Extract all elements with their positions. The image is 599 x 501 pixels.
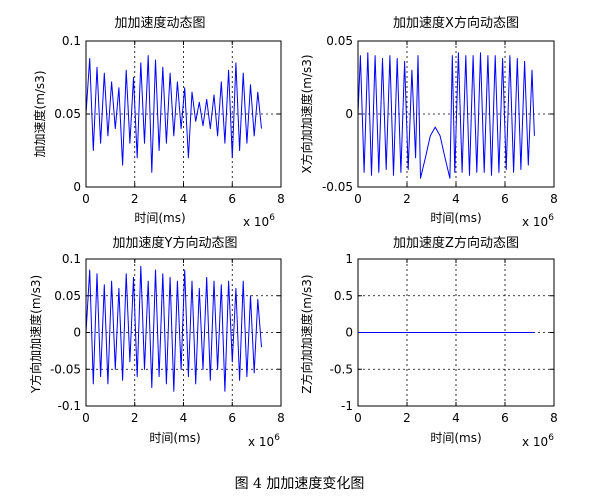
- x-tick-label: 4: [452, 192, 460, 206]
- series-line-2-1: [357, 52, 535, 179]
- x-tick-label: 4: [180, 411, 188, 425]
- x-exponent-label-3: x 106: [248, 433, 280, 449]
- y-tick-label: 0.05: [54, 289, 81, 303]
- y-tick-label: 0.05: [54, 107, 81, 121]
- x-tick-label: 0: [82, 192, 90, 206]
- y-tick-label: 0.05: [326, 34, 353, 48]
- x-tick-label: 8: [277, 411, 285, 425]
- y-tick-label: -0.5: [330, 362, 353, 376]
- x-tick-label: 8: [277, 192, 285, 206]
- x-tick-label: 8: [550, 192, 558, 206]
- chart-title-3: 加加速度Y方向动态图: [113, 235, 238, 251]
- subplot-3: 加加速度Y方向动态图 Y方向加加速度(m/s3) 时间(ms) x 106 0 2…: [28, 235, 285, 449]
- x-tick-label: 2: [131, 411, 139, 425]
- x-tick-label: 6: [228, 411, 236, 425]
- x-exponent-label-4: x 106: [522, 433, 554, 449]
- plot-frame-2: [357, 40, 555, 188]
- figure-caption: 图 4 加加速度变化图: [234, 476, 365, 492]
- x-tick-label: 6: [228, 192, 236, 206]
- chart-title-2: 加加速度X方向动态图: [393, 15, 519, 31]
- x-tick-label: 4: [180, 192, 188, 206]
- x-tick-label: 8: [550, 411, 558, 425]
- y-tick-label: -1: [341, 399, 353, 413]
- y-tick-label: -0.1: [58, 399, 81, 413]
- y-tick-label: -0.05: [50, 362, 81, 376]
- x-tick-label: 2: [403, 411, 411, 425]
- plot-frame-4: [357, 258, 555, 407]
- subplot-2: 加加速度X方向动态图 X方向加加速度(m/s3) 时间(ms) x 106 0 2…: [299, 15, 558, 229]
- x-tick-label: 2: [131, 192, 139, 206]
- chart-title-1: 加加速度动态图: [114, 15, 205, 31]
- chart-title-4: 加加速度Z方向动态图: [393, 235, 519, 251]
- y-tick-label: 0: [345, 326, 353, 340]
- x-tick-label: 4: [452, 411, 460, 425]
- subplot-1: 加加速度动态图 加加速度(m/s3) 时间(ms) x 106 0 2 4 6 8 0 0.…: [32, 15, 285, 229]
- x-axis-label-1: 时间(ms): [134, 211, 185, 225]
- y-tick-label: 1: [345, 252, 353, 266]
- x-tick-label: 2: [403, 192, 411, 206]
- x-exponent-label-2: x 106: [522, 213, 554, 229]
- y-axis-label-2: X方向加加速度(m/s3): [299, 54, 314, 173]
- series-line-1-1: [85, 55, 262, 173]
- y-axis-label-1: 加加速度(m/s3): [32, 71, 47, 158]
- y-tick-label: 0.5: [334, 289, 353, 303]
- plot-frame-1: [85, 40, 282, 188]
- y-tick-label: 0.1: [62, 34, 81, 48]
- x-tick-label: 0: [354, 411, 362, 425]
- series-line-3-1: [85, 265, 262, 392]
- subplot-4: 加加速度Z方向动态图 Z方向加加速度(m/s3) 时间(ms) x 106 0 2…: [299, 235, 558, 449]
- y-tick-label: 0: [345, 107, 353, 121]
- y-tick-label: 0: [73, 326, 81, 340]
- y-tick-label: 0: [73, 180, 81, 194]
- x-tick-label: 0: [354, 192, 362, 206]
- plot-frame-3: [85, 258, 282, 407]
- x-axis-label-3: 时间(ms): [149, 431, 200, 445]
- x-exponent-label-1: x 106: [243, 213, 275, 229]
- x-axis-label-2: 时间(ms): [430, 211, 481, 225]
- y-axis-label-3: Y方向加加速度(m/s3): [28, 275, 43, 394]
- figure-canvas: 加加速度动态图 加加速度(m/s3) 时间(ms) x 106 0 2 4 6 8 0 0.…: [28, 15, 558, 449]
- x-tick-label: 6: [501, 192, 509, 206]
- x-tick-label: 6: [501, 411, 509, 425]
- y-tick-label: -0.05: [322, 180, 353, 194]
- y-tick-label: 0.1: [62, 252, 81, 266]
- x-axis-label-4: 时间(ms): [430, 431, 481, 445]
- y-axis-label-4: Z方向加加速度(m/s3): [299, 274, 314, 393]
- x-tick-label: 0: [82, 411, 90, 425]
